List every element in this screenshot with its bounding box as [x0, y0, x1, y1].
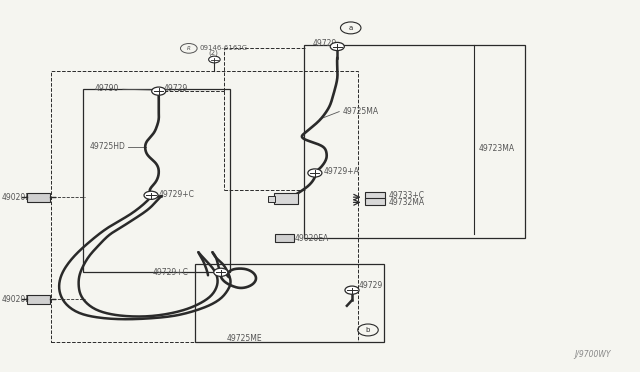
Text: 49729: 49729 — [358, 281, 383, 290]
Text: (2): (2) — [208, 49, 218, 56]
Text: 49725ME: 49725ME — [227, 334, 262, 343]
Text: 49729: 49729 — [164, 84, 188, 93]
Bar — [365, 192, 385, 200]
Circle shape — [308, 169, 322, 177]
Bar — [274, 193, 298, 204]
Text: 49725MA: 49725MA — [342, 107, 378, 116]
Text: 49729+A: 49729+A — [323, 167, 359, 176]
Text: 49020EB: 49020EB — [1, 193, 35, 202]
Bar — [268, 196, 275, 202]
Text: 09146-6162G: 09146-6162G — [200, 45, 248, 51]
Text: 49733+C: 49733+C — [388, 191, 424, 200]
Text: 49729+C: 49729+C — [159, 190, 195, 199]
Text: b: b — [366, 327, 370, 333]
Text: 49729: 49729 — [312, 39, 337, 48]
Bar — [365, 198, 385, 205]
Bar — [27, 193, 50, 202]
Text: 49790: 49790 — [95, 84, 119, 93]
Text: R: R — [187, 46, 191, 51]
Circle shape — [152, 87, 166, 95]
Text: 49020EC: 49020EC — [1, 295, 36, 304]
Circle shape — [209, 56, 220, 63]
Bar — [27, 295, 50, 304]
Text: 49729+C: 49729+C — [153, 268, 189, 277]
Circle shape — [144, 191, 158, 199]
Text: 49732MA: 49732MA — [388, 198, 424, 207]
Text: 49020EA: 49020EA — [294, 234, 329, 243]
Circle shape — [330, 42, 344, 51]
Bar — [195, 264, 384, 342]
Bar — [83, 89, 230, 272]
Text: 49725HD: 49725HD — [90, 142, 125, 151]
Circle shape — [214, 268, 228, 276]
Bar — [304, 45, 525, 238]
Bar — [275, 234, 294, 242]
Bar — [51, 71, 358, 342]
Text: J/9700WY: J/9700WY — [575, 350, 611, 359]
Circle shape — [345, 286, 359, 294]
Text: 49723MA: 49723MA — [479, 144, 515, 153]
Text: a: a — [349, 25, 353, 31]
